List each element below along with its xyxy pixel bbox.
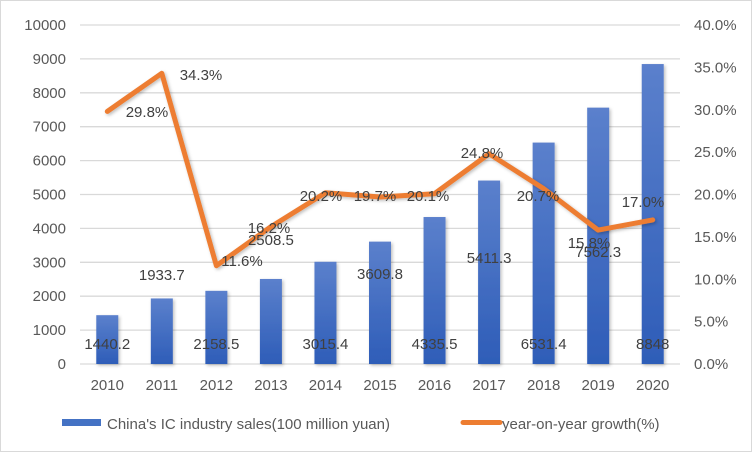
line-data-label: 24.8% [461, 145, 504, 162]
y-left-tick-label: 10000 [24, 17, 66, 34]
y-left-tick-label: 9000 [33, 51, 66, 68]
bar-data-label: 3015.4 [303, 336, 349, 353]
y-left-tick-label: 6000 [33, 153, 66, 170]
x-tick-label: 2020 [636, 377, 669, 394]
bar-data-label: 6531.4 [521, 336, 567, 353]
y-right-tick-label: 20.0% [694, 187, 737, 204]
y-right-tick-label: 40.0% [694, 17, 737, 34]
x-tick-label: 2016 [418, 377, 451, 394]
line-data-label: 20.1% [407, 188, 450, 205]
x-tick-label: 2017 [472, 377, 505, 394]
line-data-label: 15.8% [568, 235, 611, 252]
bar-data-label: 3609.8 [357, 266, 403, 283]
legend-label-line: year-on-year growth(%) [502, 416, 660, 433]
bar-data-label: 4335.5 [412, 336, 458, 353]
y-right-tick-label: 15.0% [694, 229, 737, 246]
x-axis: 2010 2011 2012 2013 2014 2015 2016 2017 2018 2019… [91, 377, 670, 394]
bar [369, 242, 391, 364]
line-data-label: 20.2% [300, 188, 343, 205]
y-left-tick-label: 4000 [33, 220, 66, 237]
y-right-tick-label: 30.0% [694, 102, 737, 119]
bar-data-label: 5411.3 [467, 250, 512, 267]
line-data-label: 29.8% [126, 104, 169, 121]
y-left-tick-label: 8000 [33, 85, 66, 102]
y-right-tick-label: 35.0% [694, 59, 737, 76]
bar-data-label: 1440.2 [84, 336, 130, 353]
bar [533, 143, 555, 364]
line-data-label: 19.7% [354, 188, 397, 205]
line-data-label: 17.0% [622, 194, 665, 211]
x-tick-label: 2018 [527, 377, 560, 394]
legend-swatch-bar [62, 419, 101, 426]
bar [260, 279, 282, 364]
bar-data-label: 1933.7 [139, 267, 185, 284]
x-tick-label: 2013 [254, 377, 287, 394]
y-left-tick-label: 2000 [33, 288, 66, 305]
y-right-tick-label: 5.0% [694, 314, 728, 331]
x-tick-label: 2019 [581, 377, 614, 394]
y-right-tick-label: 10.0% [694, 271, 737, 288]
y-axis-left: 0 1000 2000 3000 4000 5000 6000 7000 8000 9000 100… [24, 17, 66, 373]
y-right-tick-label: 25.0% [694, 144, 737, 161]
x-tick-label: 2011 [146, 377, 178, 394]
x-tick-label: 2012 [200, 377, 233, 394]
legend: China's IC industry sales(100 million yu… [62, 416, 660, 433]
legend-label-bar: China's IC industry sales(100 million yu… [107, 416, 390, 433]
y-right-tick-label: 0.0% [694, 356, 728, 373]
line-data-label: 34.3% [180, 67, 223, 84]
bar [478, 181, 500, 364]
bar [151, 298, 173, 364]
y-axis-right: 0.0% 5.0% 10.0% 15.0% 20.0% 25.0% 30.0% 35.0% 40… [694, 17, 737, 373]
line-data-label: 20.7% [517, 188, 560, 205]
x-tick-label: 2010 [91, 377, 124, 394]
line-data-label: 11.6% [221, 253, 262, 270]
x-tick-label: 2015 [363, 377, 396, 394]
bar-data-label: 8848 [636, 336, 669, 353]
bar [642, 64, 664, 364]
y-left-tick-label: 3000 [33, 254, 66, 271]
bar [205, 291, 227, 364]
y-left-tick-label: 5000 [33, 187, 66, 204]
line-data-label: 16.2% [248, 220, 291, 237]
y-left-tick-label: 0 [58, 356, 66, 373]
x-tick-label: 2014 [309, 377, 342, 394]
y-left-tick-label: 1000 [33, 322, 66, 339]
y-left-tick-label: 7000 [33, 119, 66, 136]
bar-data-label: 2158.5 [193, 336, 239, 353]
